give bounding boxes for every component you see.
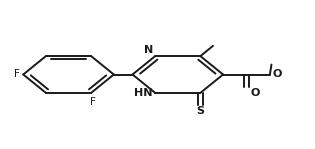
Text: O: O [250, 88, 260, 98]
Text: O: O [272, 69, 282, 79]
Text: F: F [90, 97, 96, 107]
Text: N: N [144, 45, 154, 55]
Text: HN: HN [134, 88, 153, 98]
Text: S: S [197, 106, 204, 116]
Text: F: F [14, 69, 20, 80]
